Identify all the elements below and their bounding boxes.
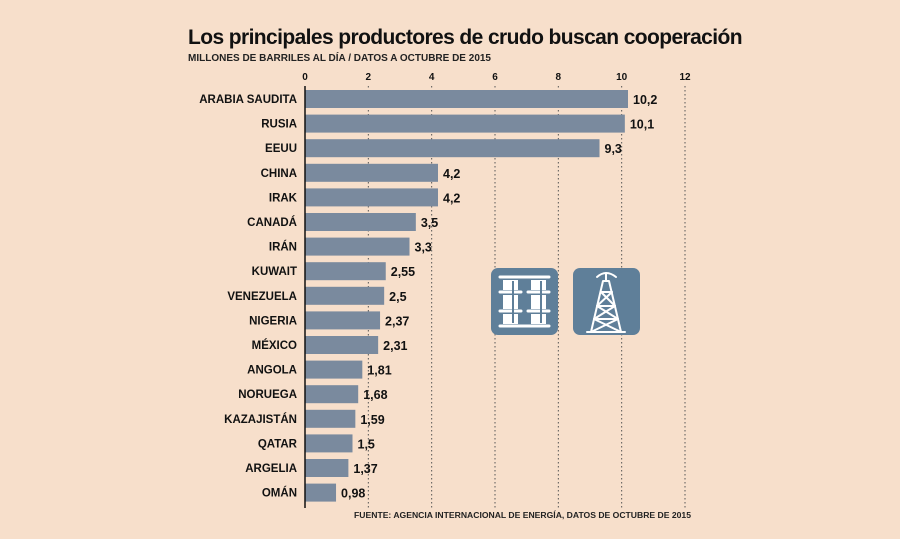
x-tick-label: 0 [302, 72, 308, 83]
bar [305, 434, 353, 453]
value-label: 1,59 [360, 413, 384, 427]
category-label: IRAK [269, 192, 298, 204]
bar [305, 139, 600, 158]
oil-rig-icon [573, 268, 640, 335]
value-labels: 10,2 10,1 9,3 4,2 4,2 3,5 3,32,55 2,5 2,37 2,31 1,… [341, 93, 657, 501]
category-labels: ARABIA SAUDITA RUSIA EEUU CHINA IRAK CANADÁ IR… [199, 94, 297, 500]
value-label: 3,3 [415, 241, 432, 255]
bar [305, 459, 349, 477]
category-label: CHINA [261, 168, 297, 180]
bar [305, 237, 410, 256]
x-tick-label: 12 [679, 72, 691, 83]
bar [305, 311, 381, 330]
bar [305, 163, 438, 182]
category-label: IRÁN [269, 241, 297, 254]
bar [305, 262, 386, 281]
x-tick-label: 10 [616, 72, 628, 83]
bar [305, 286, 385, 305]
bar [305, 90, 628, 108]
oil-barrels-icon [491, 268, 558, 335]
x-tick-label: 8 [556, 72, 562, 83]
x-tick-label: 6 [492, 72, 498, 83]
category-label: NORUEGA [238, 389, 297, 401]
category-label: NIGERIA [249, 315, 297, 327]
bar [305, 188, 438, 207]
value-label: 1,81 [367, 364, 391, 378]
category-label: OMÁN [262, 487, 297, 500]
bar [305, 336, 379, 354]
bars [305, 90, 628, 502]
category-label: ANGOLA [247, 365, 297, 377]
x-tick-label: 4 [429, 72, 435, 83]
value-label: 9,3 [605, 142, 622, 156]
value-label: 4,2 [443, 167, 460, 181]
x-tick-label: 2 [366, 72, 372, 83]
value-label: 1,68 [363, 388, 387, 402]
chart-title: Los principales productores de crudo bus… [188, 26, 743, 49]
category-label: CANADÁ [247, 216, 297, 229]
category-label: ARGELIA [245, 463, 297, 475]
value-label: 2,31 [383, 339, 407, 353]
category-label: EEUU [265, 143, 297, 155]
value-label: 10,2 [633, 93, 657, 107]
value-label: 0,98 [341, 487, 365, 501]
value-label: 1,5 [358, 437, 375, 451]
bar [305, 409, 356, 428]
bar [305, 385, 359, 404]
category-label: MÉXICO [252, 339, 297, 352]
value-label: 2,55 [391, 265, 415, 279]
value-label: 2,37 [385, 314, 409, 328]
value-label: 10,1 [630, 118, 654, 132]
category-label: ARABIA SAUDITA [199, 94, 297, 106]
category-label: VENEZUELA [227, 291, 297, 303]
category-label: RUSIA [261, 119, 297, 131]
bar [305, 360, 363, 379]
value-label: 1,37 [353, 462, 377, 476]
category-label: QATAR [258, 438, 298, 450]
chart-source: FUENTE: AGENCIA INTERNACIONAL DE ENERGÍA… [354, 510, 691, 520]
category-label: KAZAJISTÁN [224, 413, 297, 426]
chart-subtitle: MILLONES DE BARRILES AL DÍA / DATOS A OC… [188, 53, 491, 64]
value-label: 2,5 [389, 290, 406, 304]
value-label: 4,2 [443, 191, 460, 205]
bar [305, 213, 416, 231]
x-tick-labels: 0 2 4 6 8 10 12 [302, 72, 691, 83]
category-label: KUWAIT [252, 266, 297, 278]
bar [305, 483, 337, 502]
value-label: 3,5 [421, 216, 438, 230]
bar [305, 114, 625, 133]
